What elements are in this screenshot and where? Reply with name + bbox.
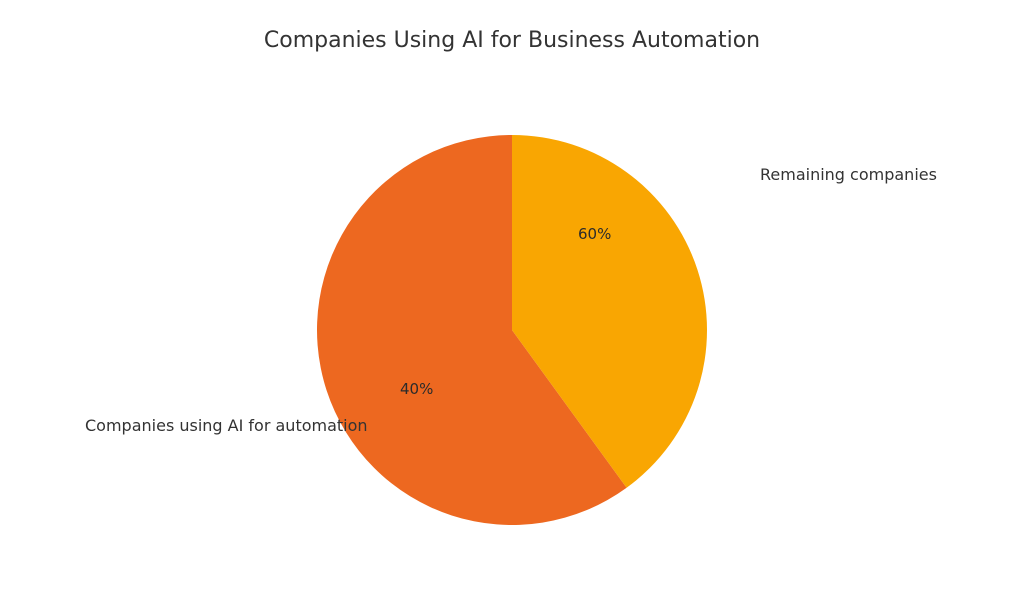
slice-pct-remaining-companies: 60% <box>578 225 611 243</box>
pie-svg <box>0 0 1024 614</box>
slice-pct-companies-using-ai: 40% <box>400 380 433 398</box>
pie-chart: Companies Using AI for Business Automati… <box>0 0 1024 614</box>
slice-label-companies-using-ai: Companies using AI for automation <box>85 416 368 435</box>
slice-label-remaining-companies: Remaining companies <box>760 165 937 184</box>
